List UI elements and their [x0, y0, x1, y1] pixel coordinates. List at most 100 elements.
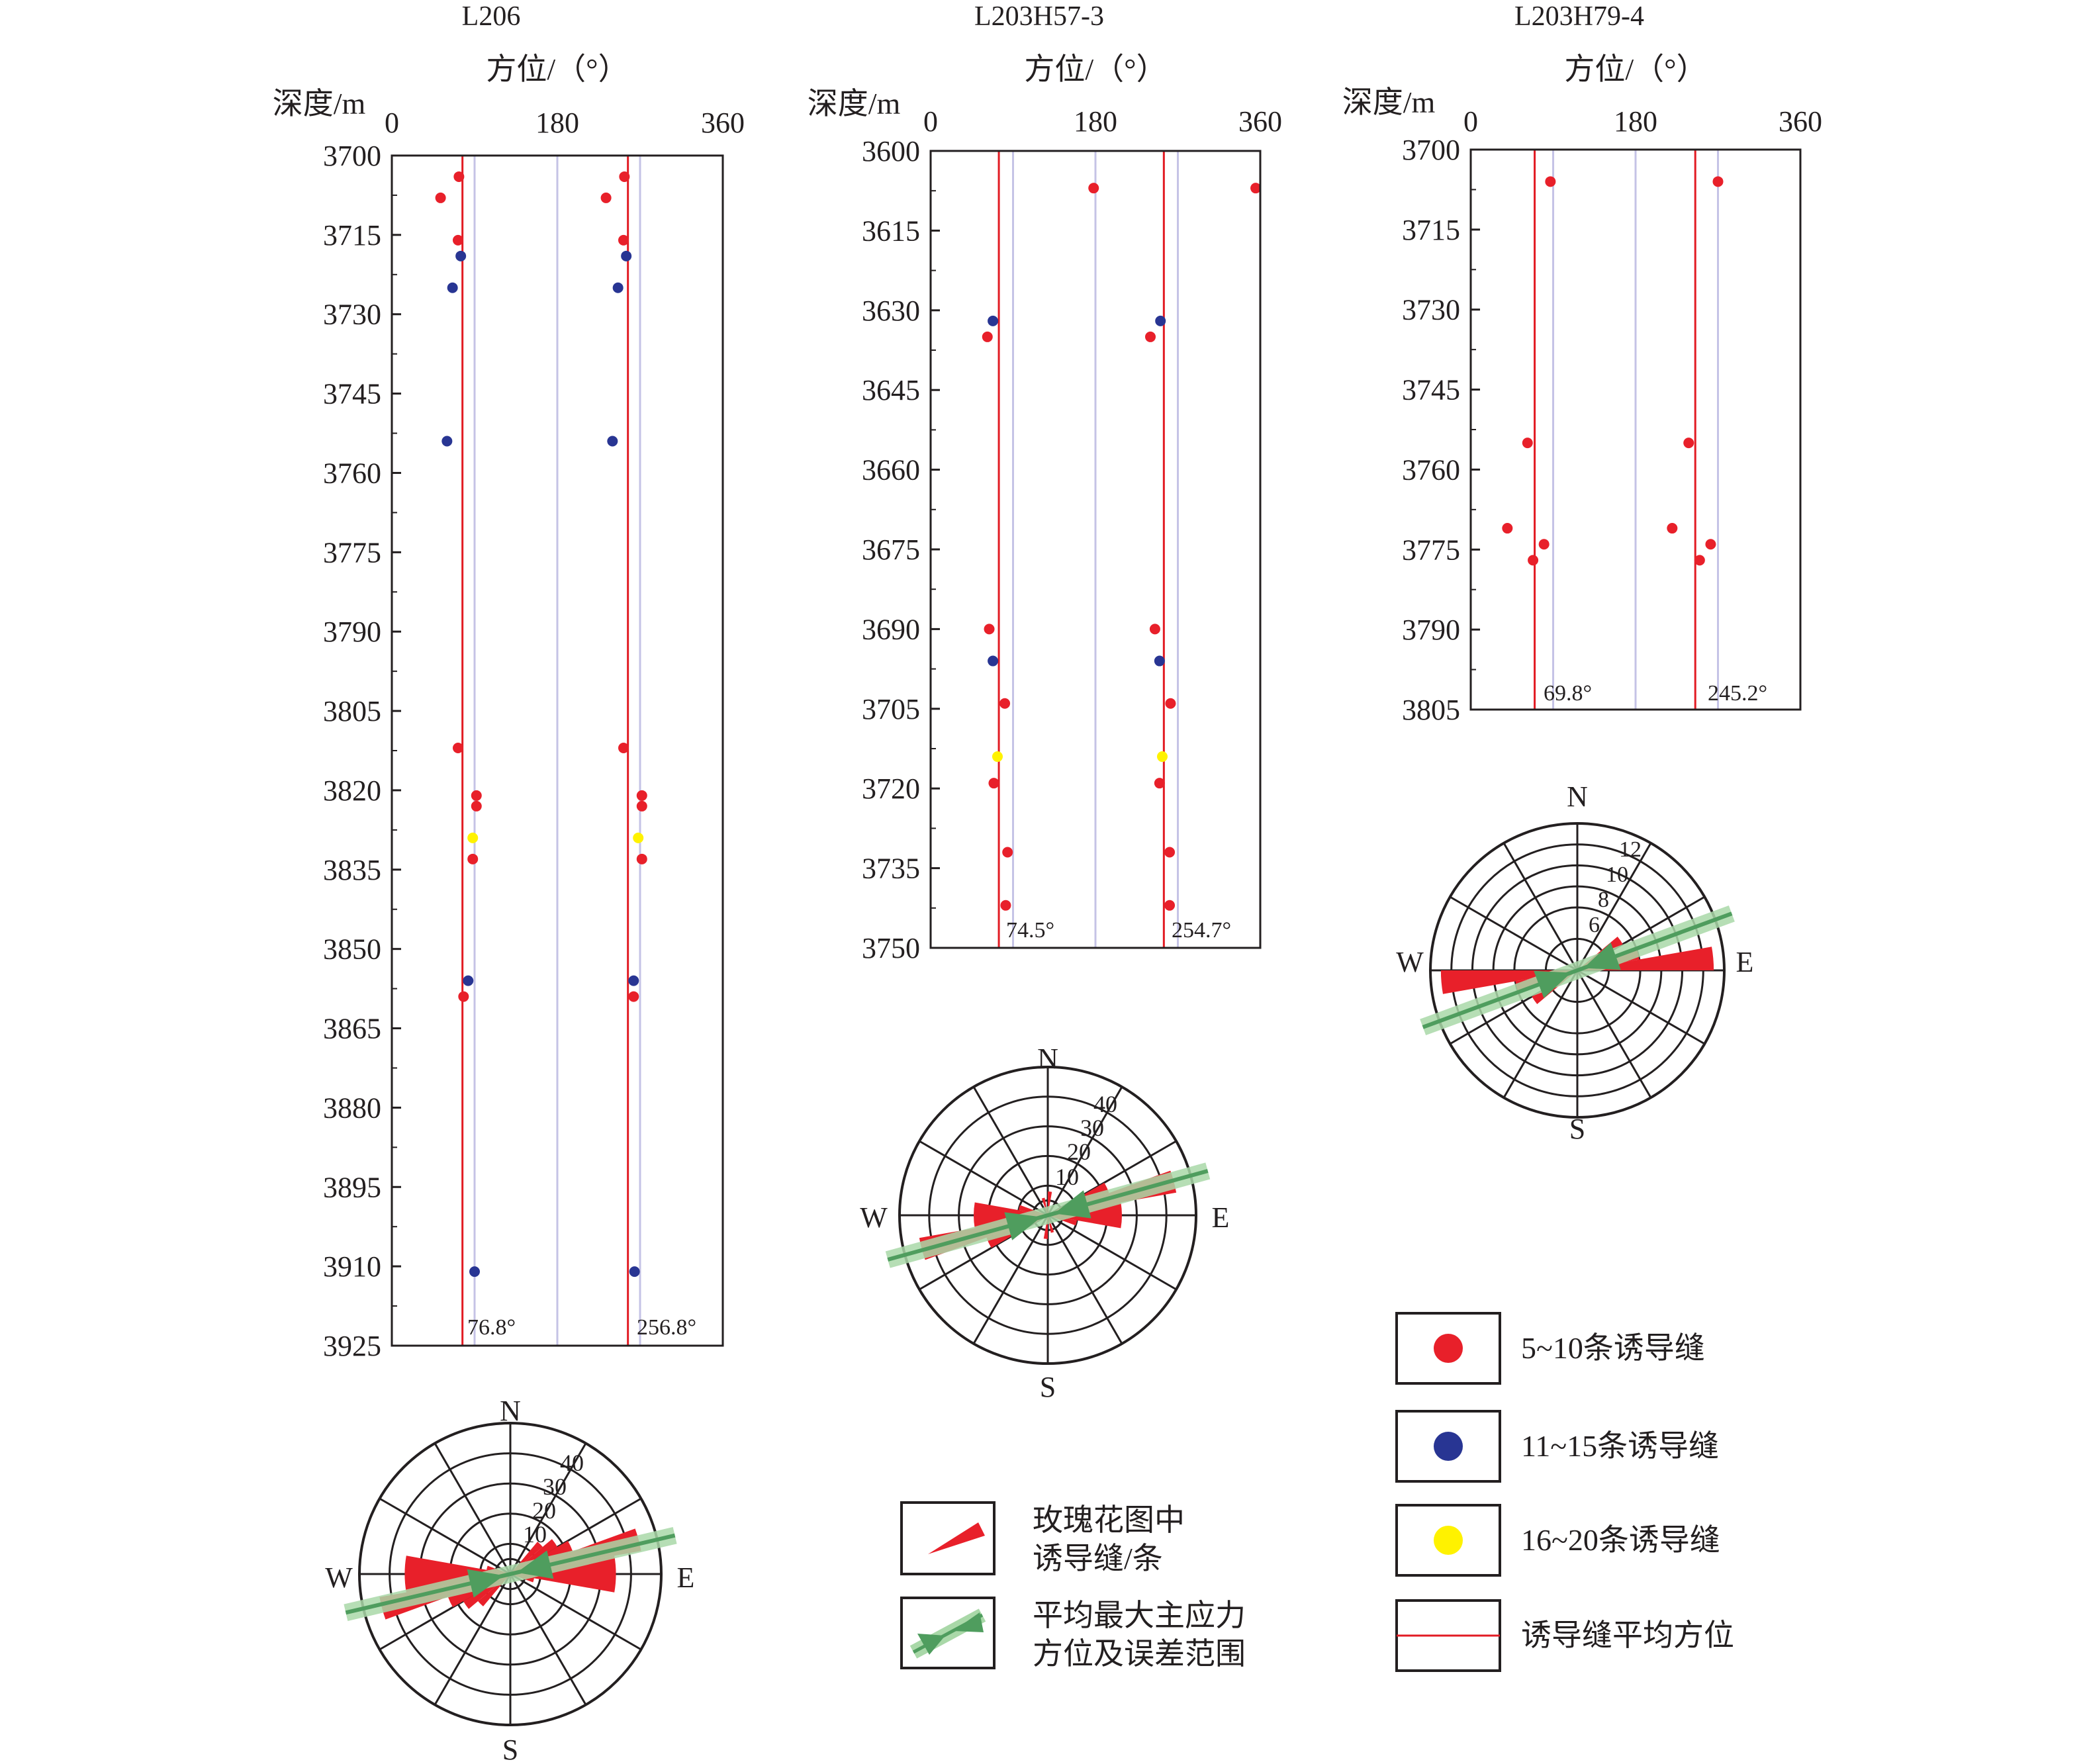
data-point [1502, 523, 1513, 534]
ring-label: 6 [1589, 913, 1600, 937]
rose-body [344, 1422, 677, 1726]
panel-l203h57-3: L203H57-3 方位/（°） 深度/m 0 180 360 36003615… [808, 1, 1282, 964]
red-dot-icon [1434, 1334, 1463, 1363]
rose-diagram-l203h79-4: N S W E 6 8 10 12 [1396, 780, 1753, 1145]
legend-dot-16-20: 16~20条诱导缝 [1395, 1504, 1720, 1577]
stress-arrow-head [1583, 942, 1621, 970]
compass-w: W [1396, 946, 1424, 978]
data-point [1149, 624, 1160, 635]
mean-azimuth-lines [1534, 150, 1696, 710]
rose-spoke [509, 1442, 587, 1575]
data-point [463, 975, 474, 986]
compass-n: N [1037, 1043, 1058, 1075]
data-point [1694, 555, 1705, 566]
y-ticks [392, 154, 401, 1347]
data-point [1154, 655, 1165, 667]
legend-stress-line2: 方位及误差范围 [1033, 1637, 1246, 1671]
x-tick-label: 180 [535, 107, 579, 139]
ring-label: 10 [1606, 862, 1628, 887]
stress-arrow-head [1054, 1190, 1091, 1219]
ring-label: 20 [1067, 1138, 1091, 1165]
y-tick-label: 3690 [862, 613, 920, 645]
y-tick-label: 3820 [323, 774, 381, 807]
data-point [453, 171, 465, 182]
data-points [1502, 176, 1724, 566]
y-tick-labels: 3600 3615 3630 3645 3660 3675 3690 3705 3720 3735… [862, 135, 920, 964]
data-point [447, 282, 458, 293]
rose-spoke [509, 1573, 587, 1706]
ring-label: 10 [523, 1521, 547, 1548]
y-tick-label: 3715 [1402, 214, 1460, 246]
rose-spoke [434, 1573, 512, 1706]
stress-axis-line [887, 1169, 1209, 1262]
y-tick-label: 3805 [1402, 694, 1460, 726]
y-tick-label: 3835 [323, 854, 381, 886]
data-point [1088, 183, 1099, 194]
data-point [636, 800, 647, 812]
y-tick-label: 3790 [323, 616, 381, 648]
data-point [471, 800, 482, 812]
rose-spoke [1503, 970, 1579, 1099]
y-tick-label: 3760 [323, 457, 381, 489]
legend-dot-11-15-label: 11~15条诱导缝 [1521, 1429, 1719, 1463]
compass-e: E [1212, 1201, 1230, 1234]
rose-diagram-l206: N S W E 10 20 30 40 [325, 1395, 694, 1764]
data-point [1705, 539, 1716, 550]
rose-spoke [434, 1442, 512, 1575]
y-tick-label: 3745 [323, 378, 381, 410]
legend-stress: 平均最大主应力 方位及误差范围 [900, 1597, 1246, 1671]
ring-label: 30 [1080, 1115, 1104, 1141]
y-ticks [931, 150, 940, 949]
stress-axis-line [345, 1533, 676, 1615]
stress-arrow-head [1534, 970, 1571, 999]
rose-body [1420, 822, 1735, 1119]
y-tick-label: 3720 [862, 772, 920, 805]
reference-lines [1012, 151, 1179, 948]
y-tick-label: 3775 [323, 536, 381, 569]
data-point [467, 853, 479, 864]
azimuth-axis-label: 方位/（°） [1564, 52, 1706, 86]
y-tick-label: 3705 [862, 693, 920, 725]
data-point [629, 1266, 640, 1277]
y-tick-label: 3615 [862, 214, 920, 247]
ring-label: 10 [1055, 1164, 1079, 1190]
y-ticks [1471, 148, 1480, 711]
rose-spoke [919, 1140, 1048, 1217]
data-point [628, 991, 639, 1002]
y-tick-label: 3850 [323, 933, 381, 966]
data-point [1165, 698, 1176, 709]
compass-e: E [1736, 946, 1754, 978]
reference-lines [473, 156, 641, 1346]
rose-spoke [379, 1497, 511, 1575]
y-tick-labels: 3700 3715 3730 3745 3760 3775 3790 3805 [1402, 134, 1460, 726]
y-tick-label: 3925 [323, 1330, 381, 1362]
stress-arrow-head [516, 1550, 554, 1579]
data-point [1155, 315, 1166, 326]
data-point [455, 250, 467, 261]
rose-petal [510, 1574, 616, 1593]
mean-label-1: 69.8° [1544, 681, 1592, 706]
y-tick-labels: 3700 3715 3730 3745 3760 3775 3790 3805 3820 3835… [323, 140, 381, 1362]
data-point [636, 853, 647, 864]
legend-dot-5-10: 5~10条诱导缝 [1395, 1312, 1705, 1385]
rose-petal [404, 1555, 510, 1574]
y-tick-label: 3880 [323, 1091, 381, 1124]
rose-spoke [1047, 1214, 1177, 1291]
stress-arrow-head [1004, 1212, 1042, 1240]
ring-label: 20 [532, 1497, 556, 1524]
rose-spoke [1046, 1086, 1123, 1216]
x-tick-label: 0 [1463, 105, 1478, 138]
legend-rose-petal: 玫瑰花图中 诱导缝/条 [900, 1501, 1185, 1575]
data-point [982, 331, 993, 342]
ring-label: 30 [543, 1473, 567, 1500]
data-point [984, 624, 995, 635]
y-tick-label: 3660 [862, 454, 920, 487]
legend-stress-line1: 平均最大主应力 [1033, 1599, 1246, 1632]
y-tick-label: 3790 [1402, 614, 1460, 646]
depth-axis-label: 深度/m [808, 87, 901, 120]
rose-spoke [1046, 1215, 1123, 1344]
ring-label: 12 [1619, 837, 1642, 862]
depth-axis-label: 深度/m [1342, 85, 1436, 119]
data-point [453, 234, 463, 246]
